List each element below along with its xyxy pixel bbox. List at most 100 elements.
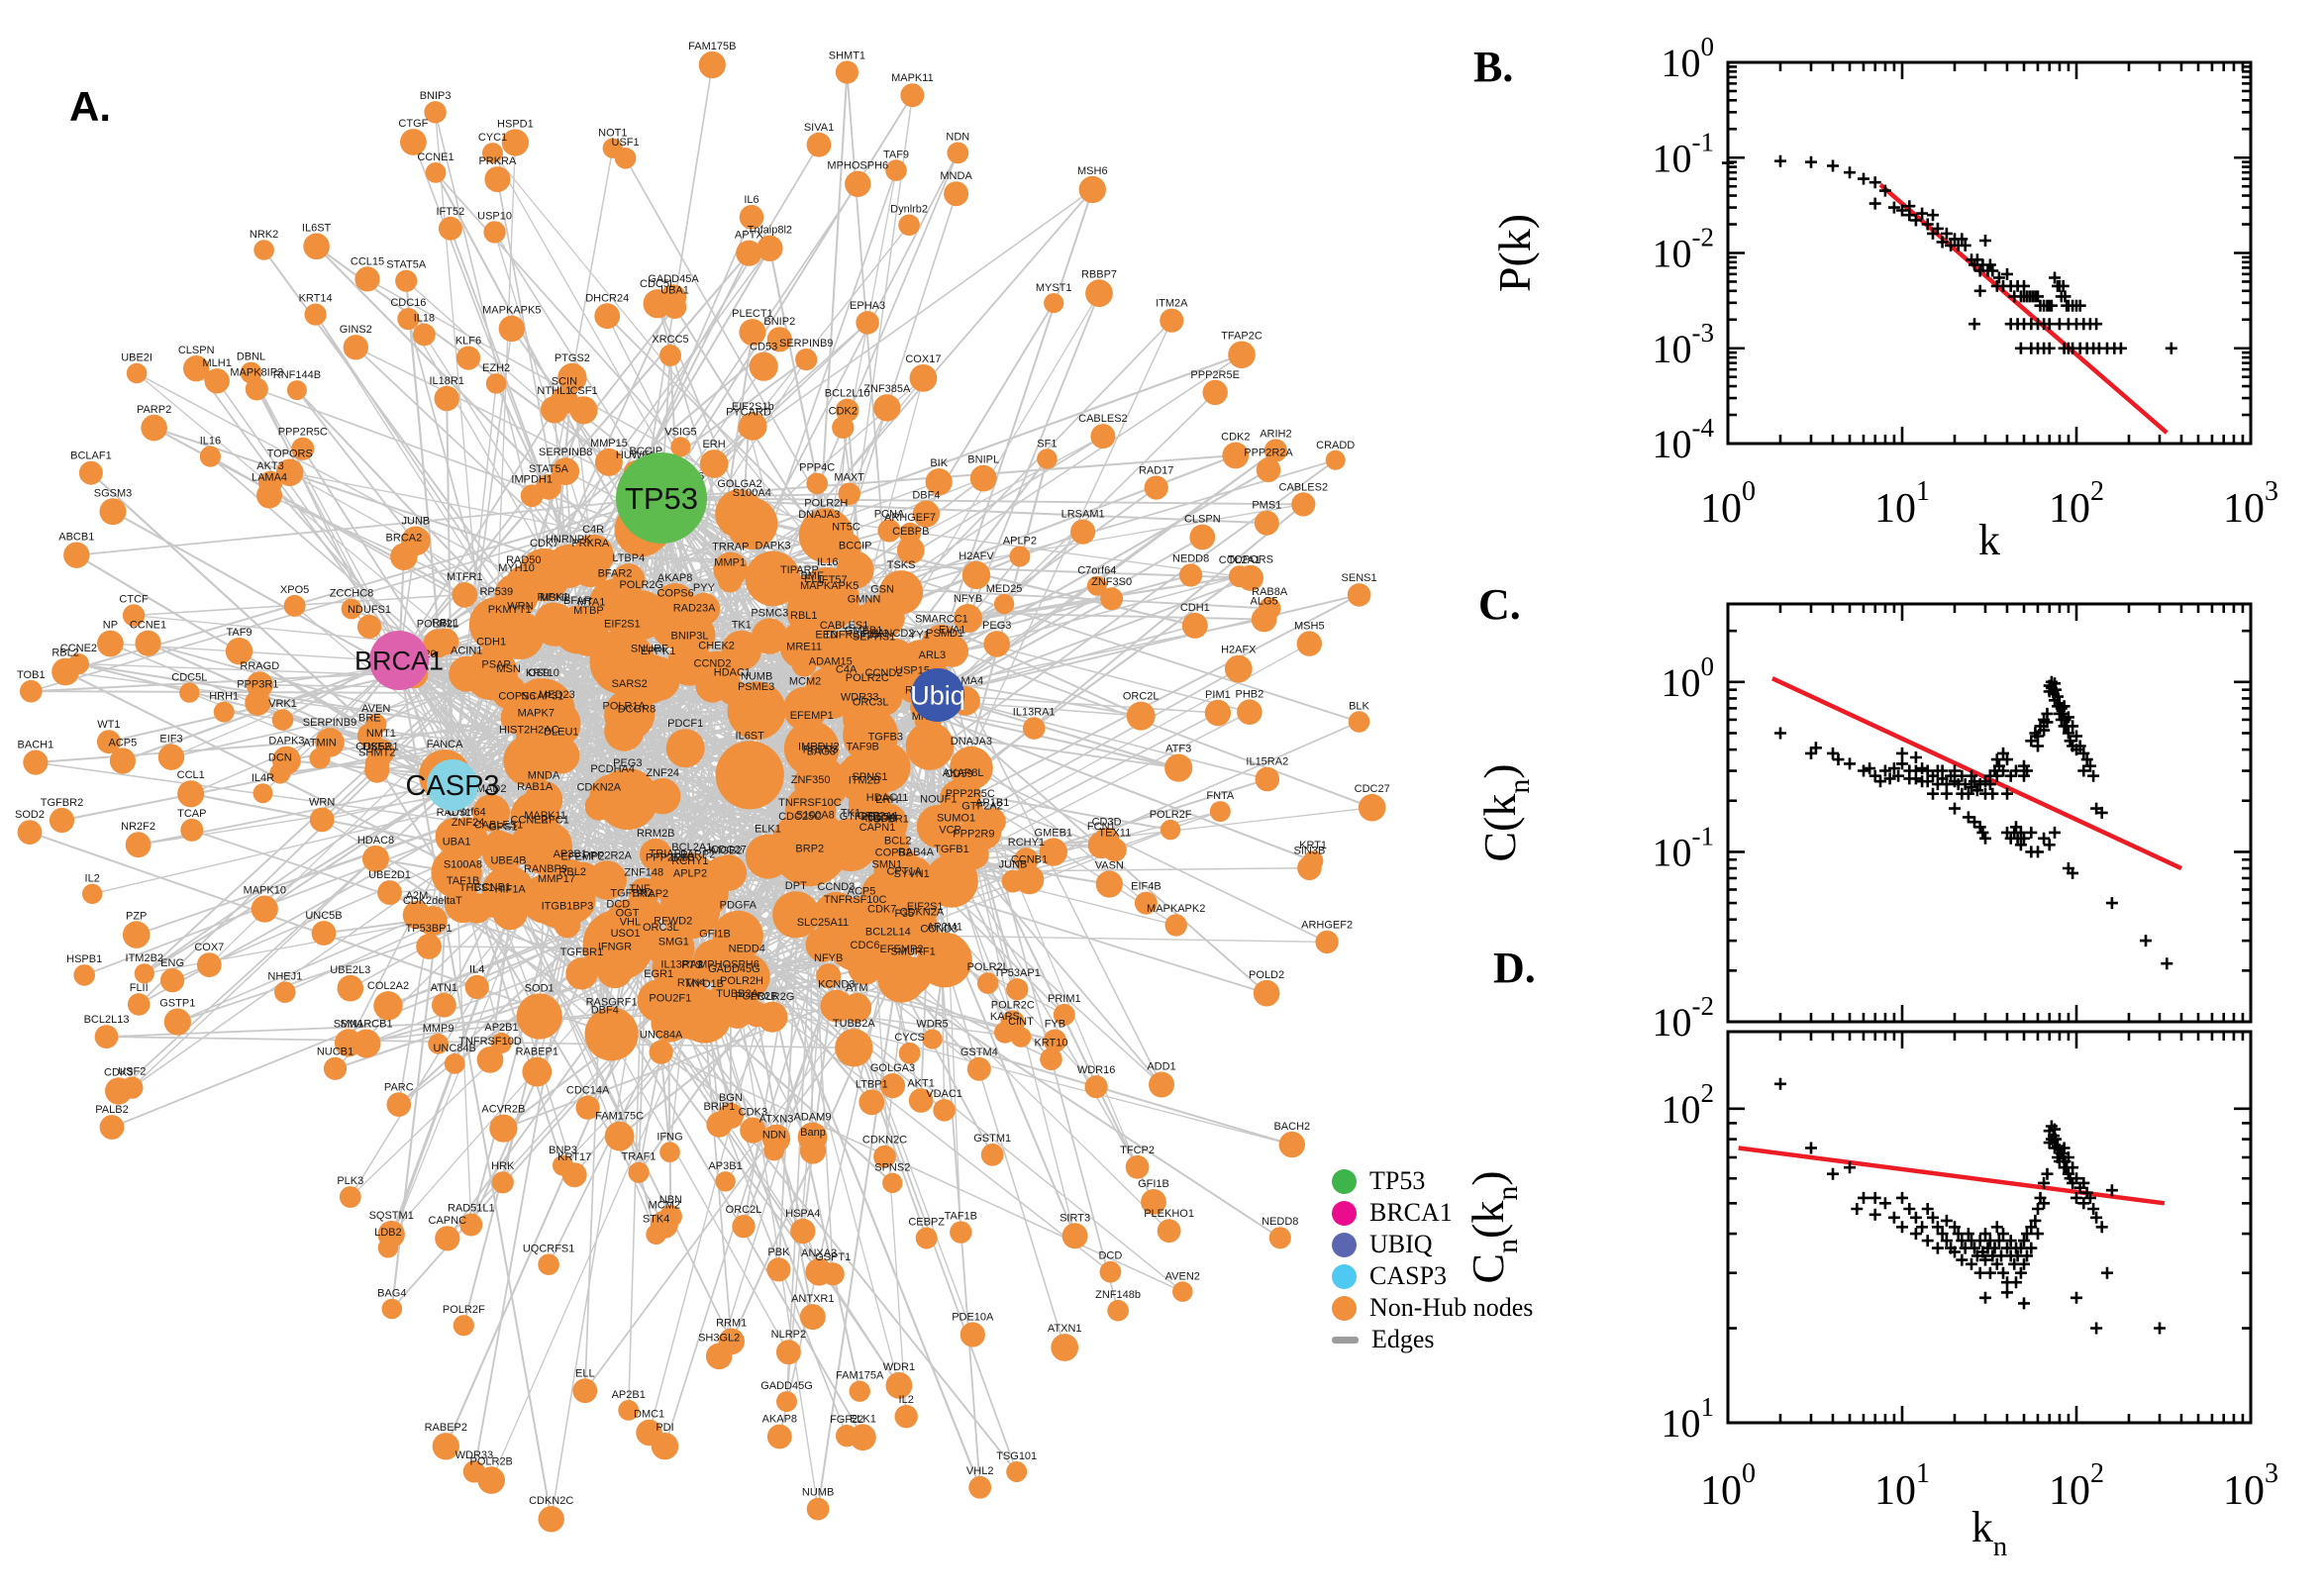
- edge: [269, 482, 651, 913]
- edge: [818, 71, 849, 539]
- edge: [941, 644, 1373, 809]
- network-node: [885, 159, 907, 181]
- network-node: [699, 449, 729, 478]
- network-node: [790, 1218, 816, 1245]
- network-node: [557, 362, 587, 393]
- network-node: [1268, 1227, 1291, 1249]
- network-node: [1093, 827, 1120, 853]
- network-node: [183, 355, 210, 382]
- network-node: [253, 240, 274, 260]
- network-node: [1157, 1219, 1181, 1244]
- x-tick-label: 103: [2223, 476, 2278, 532]
- network-node: [659, 1142, 680, 1162]
- network-node: [134, 963, 154, 984]
- network-node: [63, 542, 90, 568]
- network-node: [455, 346, 481, 370]
- network-node: [1043, 1029, 1067, 1052]
- network-node: [1099, 1260, 1122, 1283]
- network-node: [1251, 606, 1277, 633]
- network-node: [444, 1053, 465, 1074]
- network-node: [99, 1115, 125, 1140]
- network-node: [491, 1171, 514, 1194]
- edge: [496, 178, 570, 567]
- network-node: [879, 1073, 906, 1099]
- network-node: [135, 630, 161, 656]
- network-node: [157, 744, 185, 770]
- y-tick-label: 100: [1662, 32, 1715, 85]
- network-node: [432, 1433, 459, 1460]
- network-node: [400, 129, 427, 155]
- y-tick-label: 10-2: [1653, 223, 1715, 276]
- network-node: [713, 551, 749, 587]
- network-node: [177, 780, 205, 808]
- network-node: [1164, 753, 1193, 782]
- network-node: [1107, 1299, 1129, 1322]
- network-node: [715, 489, 764, 539]
- network-node: [432, 992, 456, 1018]
- edge: [741, 1000, 1022, 1039]
- network-node: [390, 543, 418, 571]
- y-tick-label: 10-1: [1653, 822, 1715, 875]
- network-node: [1263, 439, 1287, 462]
- edge: [562, 1015, 706, 1166]
- network-node: [397, 308, 420, 331]
- network-node: [969, 464, 997, 492]
- y-tick-label: 102: [1662, 1078, 1715, 1132]
- edge: [593, 553, 1251, 579]
- network-node: [834, 674, 859, 700]
- network-node: [459, 1213, 483, 1237]
- network-node: [1224, 654, 1253, 683]
- network-node: [858, 1089, 885, 1116]
- network-node: [898, 214, 920, 237]
- network-node: [362, 845, 389, 872]
- fit-line: [1738, 1146, 2166, 1206]
- network-node: [715, 1171, 736, 1192]
- edge: [452, 784, 1115, 851]
- network-node: [552, 457, 580, 485]
- network-node: [484, 166, 511, 193]
- network-node: [424, 101, 447, 124]
- network-node: [160, 968, 185, 993]
- network-node: [1134, 891, 1158, 915]
- network-node: [1006, 978, 1029, 1001]
- network-node: [797, 1122, 828, 1152]
- network-node: [658, 1205, 682, 1229]
- network-node: [594, 303, 621, 330]
- network-node: [1172, 1281, 1193, 1302]
- network-node: [73, 964, 95, 986]
- network-node: [1204, 699, 1232, 727]
- network-node: [775, 1340, 801, 1365]
- network-node: [17, 820, 43, 845]
- network-node: [594, 448, 623, 476]
- plot-B: 100 101 102 103 100 10-1 10-2 10-3 10-4 k P(k): [1489, 32, 2278, 564]
- network-node: [1202, 379, 1228, 406]
- y-axis-title: Cn(kn): [1463, 1170, 1524, 1283]
- edge: [617, 944, 775, 1151]
- edge: [638, 1051, 662, 1173]
- network-node: [604, 1121, 635, 1151]
- edge: [550, 911, 651, 1520]
- network-node: [1255, 766, 1280, 792]
- network-node: [799, 1304, 826, 1331]
- network-node: [835, 398, 859, 423]
- network-node: [915, 1227, 938, 1249]
- edge: [493, 232, 594, 555]
- network-node: [806, 472, 828, 495]
- edge: [398, 358, 807, 661]
- network-node: [651, 1433, 679, 1460]
- network-node: [1022, 717, 1046, 740]
- network-node: [739, 205, 764, 230]
- network-node: [1181, 612, 1208, 639]
- network-node: [850, 785, 879, 815]
- network-node: [78, 460, 103, 485]
- network-node: [283, 594, 306, 617]
- network-node: [749, 351, 778, 381]
- network-node: [1078, 175, 1107, 204]
- network-node: [835, 1029, 873, 1067]
- network-node: [925, 468, 953, 496]
- network-node: [1228, 341, 1256, 369]
- network-node: [373, 991, 403, 1021]
- network-node: [20, 679, 43, 703]
- network-node: [908, 1088, 934, 1113]
